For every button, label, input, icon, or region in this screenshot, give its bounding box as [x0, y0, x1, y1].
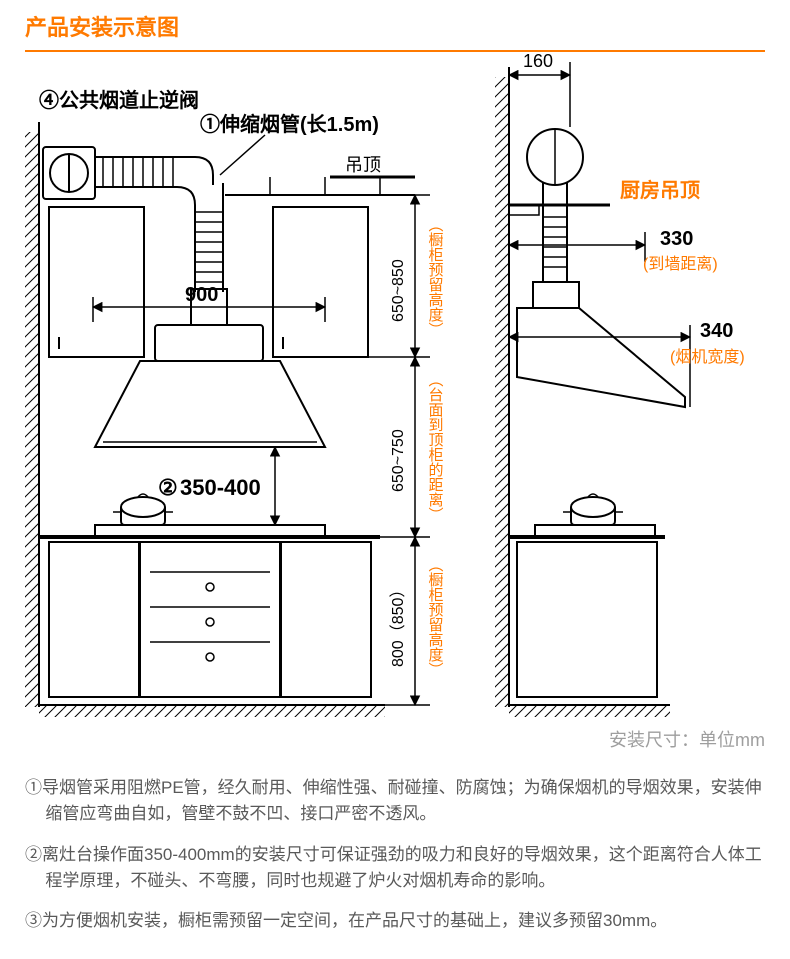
label-valve: ④公共烟道止逆阀: [39, 88, 199, 112]
label-gap-num: ②: [158, 475, 178, 500]
note-1: ①导烟管采用阻燃PE管，经久耐用、伸缩性强、耐碰撞、防腐蚀；为确保烟机的导烟效果…: [25, 775, 765, 828]
label-kitchen-ceiling: 厨房吊顶: [620, 178, 700, 202]
note-340: (烟机宽度): [670, 348, 745, 366]
dim-h3: 800（850）: [389, 582, 407, 667]
note-330: (到墙距离): [643, 255, 718, 273]
diagram-svg: ④公共烟道止逆阀: [25, 67, 765, 747]
dim-h2: 650~750: [390, 429, 407, 492]
dim-330: 330: [660, 228, 693, 250]
installation-diagram: ④公共烟道止逆阀: [25, 67, 765, 747]
page-title: 产品安装示意图: [25, 10, 765, 52]
note-h3: （橱柜预留高度）: [427, 557, 444, 677]
label-gap: 350-400: [180, 475, 261, 500]
unit-note: 安装尺寸：单位mm: [609, 726, 765, 752]
note-h1: （橱柜预留高度）: [427, 217, 444, 337]
dim-340: 340: [700, 320, 733, 342]
note-2: ②离灶台操作面350-400mm的安装尺寸可保证强劲的吸力和良好的导烟效果，这个…: [25, 842, 765, 895]
dim-160: 160: [523, 51, 553, 71]
notes-section: ①导烟管采用阻燃PE管，经久耐用、伸缩性强、耐碰撞、防腐蚀；为确保烟机的导烟效果…: [25, 775, 765, 935]
note-h2: （台面到顶柜的距离）: [427, 372, 444, 522]
label-ceiling: 吊顶: [345, 155, 381, 175]
label-width: 900: [185, 284, 218, 306]
note-3: ③为方便烟机安装，橱柜需预留一定空间，在产品尺寸的基础上，建议多预留30mm。: [25, 908, 765, 934]
label-pipe: ①伸缩烟管(长1.5m): [200, 112, 379, 136]
dim-h1: 650~850: [390, 259, 407, 322]
